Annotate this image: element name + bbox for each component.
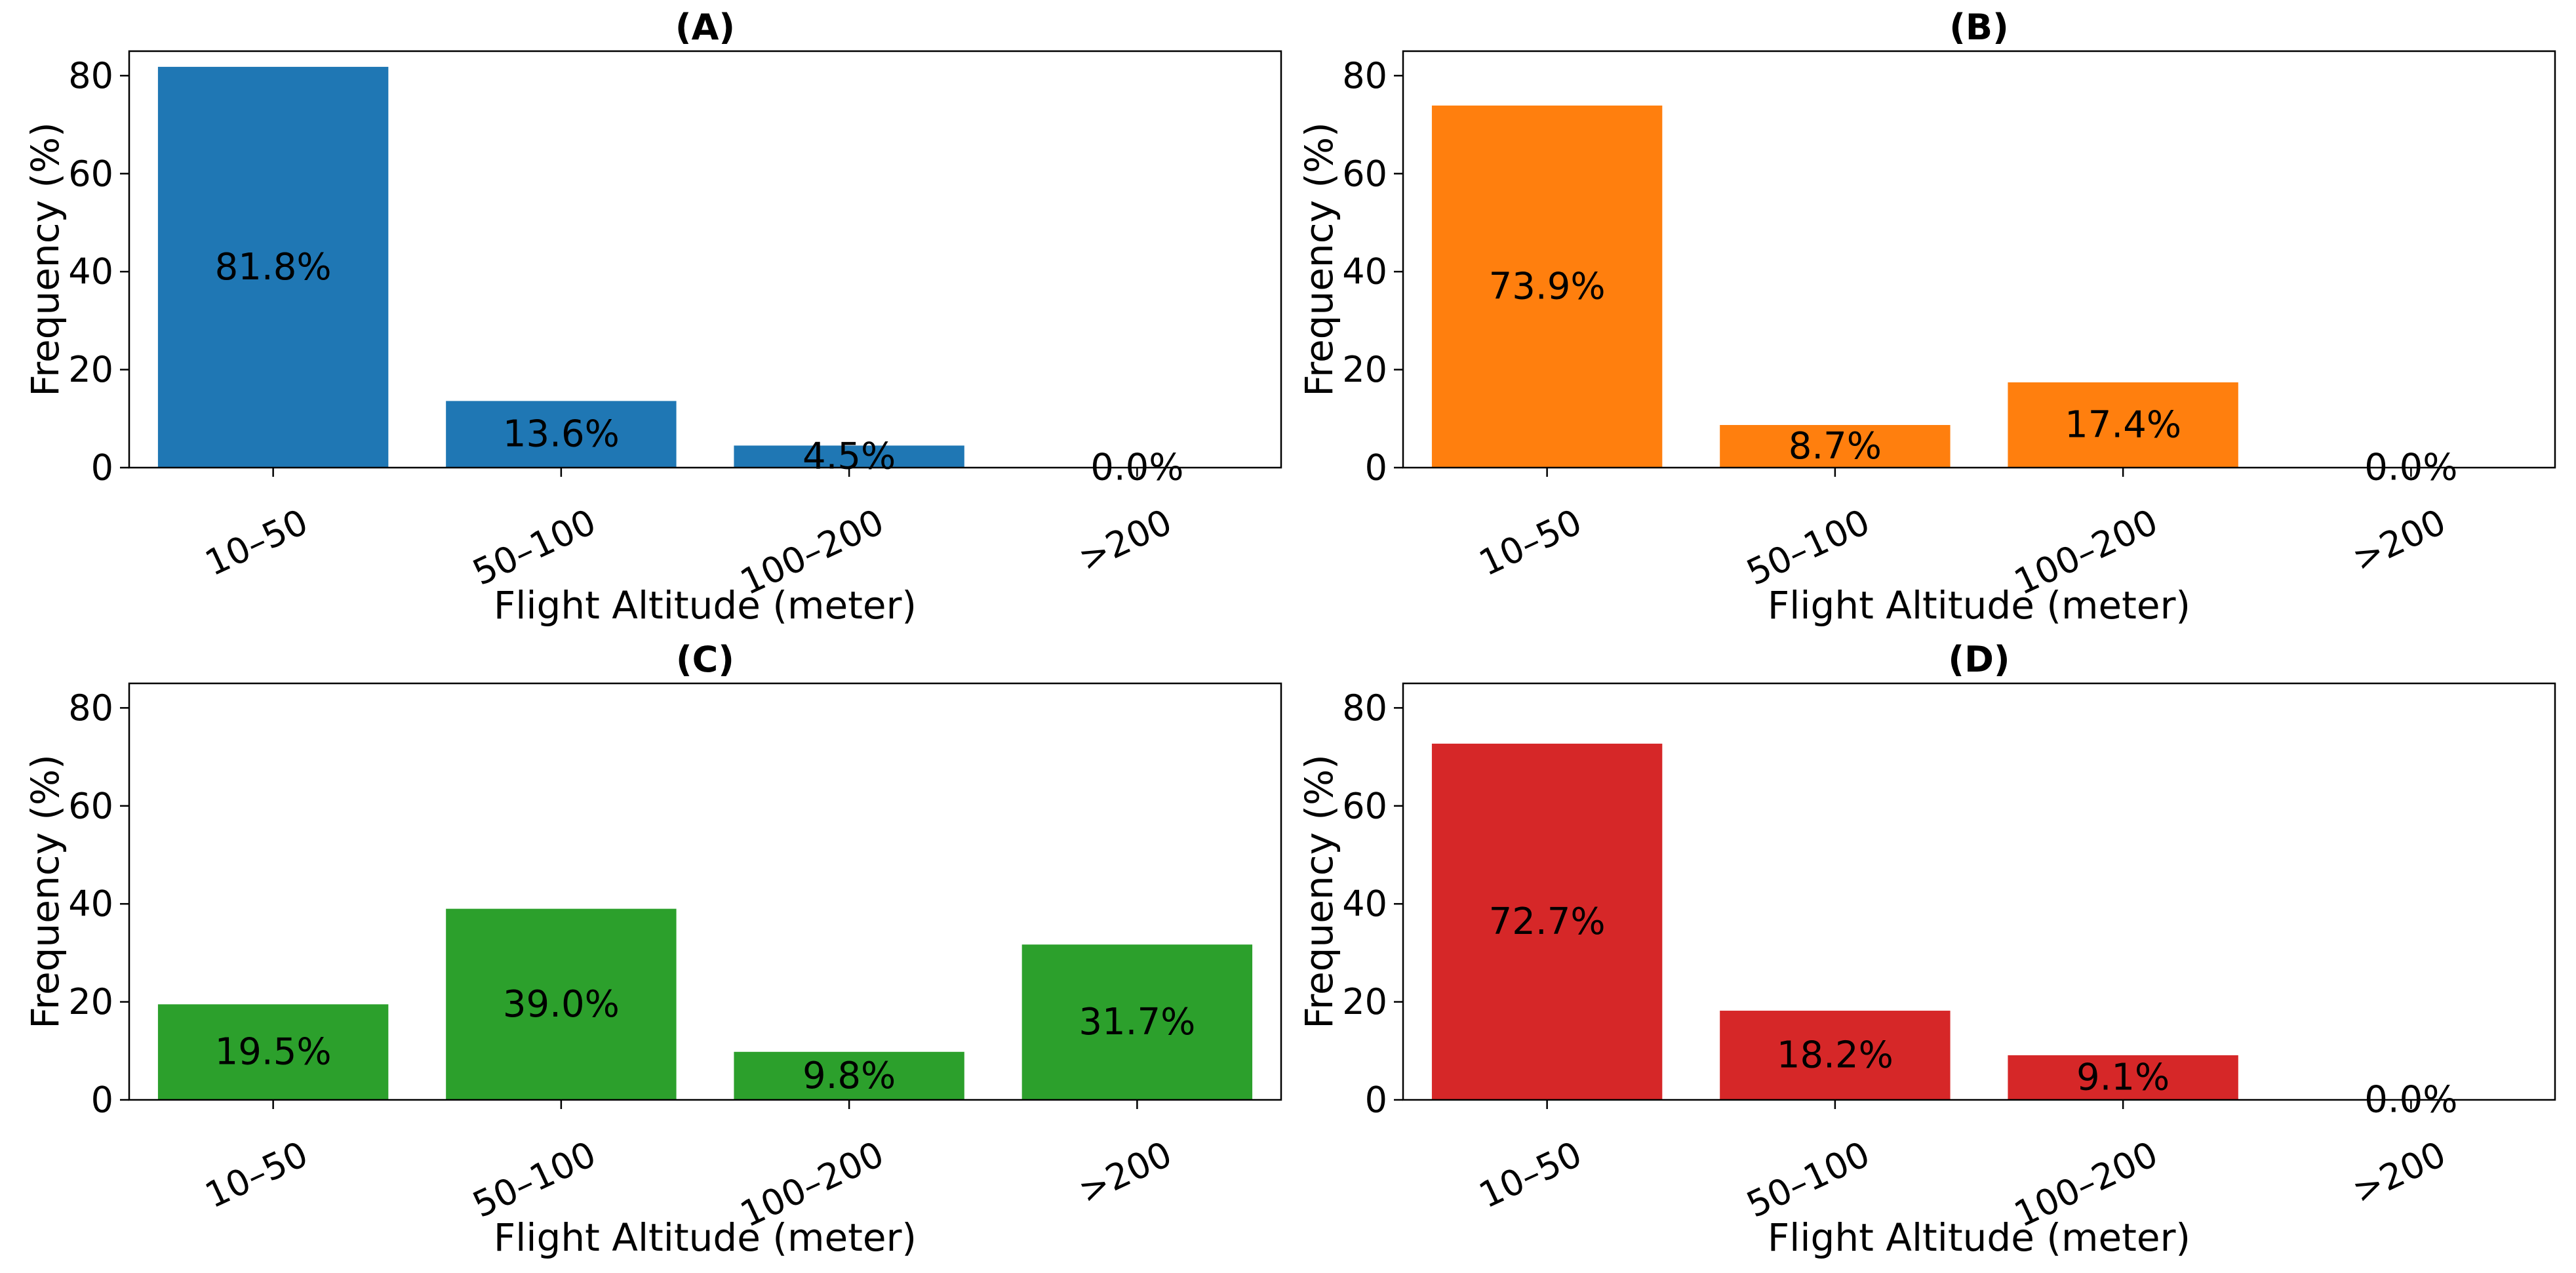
axes-frame-b <box>1402 50 2556 469</box>
data-label-a-2: 13.6% <box>503 413 620 456</box>
ytick-label-c-3: 60 <box>68 785 113 826</box>
data-label-b-1: 73.9% <box>1489 265 1606 308</box>
bar-d-2 <box>1720 1011 1951 1100</box>
axes-frame-d <box>1402 682 2556 1101</box>
ytick-label-c-2: 40 <box>68 883 113 925</box>
data-label-a-1: 81.8% <box>215 246 332 289</box>
data-label-c-4: 31.7% <box>1079 1001 1195 1043</box>
bar-b-1 <box>1431 105 1663 468</box>
data-label-c-3: 9.8% <box>803 1055 896 1097</box>
bar-d-3 <box>2008 1055 2238 1100</box>
x-axis-label-d: Flight Altitude (meter) <box>1768 1215 2190 1260</box>
bar-c-1 <box>157 1004 389 1100</box>
ytick-label-b-0: 0 <box>1365 447 1387 489</box>
ytick-label-a-1: 20 <box>68 349 113 390</box>
ytick-label-a-3: 60 <box>68 153 113 194</box>
data-label-d-4: 0.0% <box>2364 1079 2457 1121</box>
ytick-label-d-3: 60 <box>1342 785 1387 826</box>
axes-frame-a <box>128 50 1282 469</box>
panel-title-d: (D) <box>1948 639 2010 680</box>
ytick-label-b-2: 40 <box>1342 251 1387 293</box>
bar-b-3 <box>2008 382 2238 468</box>
data-label-d-1: 72.7% <box>1489 900 1606 943</box>
data-label-c-2: 39.0% <box>503 983 620 1026</box>
panel-title-b: (B) <box>1949 7 2009 48</box>
ytick-label-b-3: 60 <box>1342 153 1387 194</box>
data-label-b-3: 17.4% <box>2065 404 2181 447</box>
ytick-label-d-4: 80 <box>1342 687 1387 729</box>
ytick-label-a-2: 40 <box>68 251 113 293</box>
ytick-label-c-4: 80 <box>68 687 113 729</box>
ytick-label-d-0: 0 <box>1365 1080 1387 1121</box>
ytick-label-b-4: 80 <box>1342 55 1387 96</box>
y-axis-label-b: Frequency (%) <box>1297 122 1341 396</box>
data-label-b-4: 0.0% <box>2364 447 2457 489</box>
ytick-label-c-0: 0 <box>91 1080 113 1121</box>
y-axis-label-c: Frequency (%) <box>23 754 68 1028</box>
bar-a-3 <box>734 445 964 468</box>
x-axis-label-a: Flight Altitude (meter) <box>494 583 917 628</box>
data-label-a-4: 0.0% <box>1090 447 1183 489</box>
ytick-label-d-2: 40 <box>1342 883 1387 925</box>
bar-c-2 <box>446 908 677 1100</box>
data-label-b-2: 8.7% <box>1789 425 1882 468</box>
ytick-label-a-4: 80 <box>68 55 113 96</box>
bar-a-2 <box>446 401 677 468</box>
ytick-label-c-1: 20 <box>68 981 113 1022</box>
ytick-label-a-0: 0 <box>91 447 113 489</box>
panel-title-c: (C) <box>676 639 734 680</box>
bar-a-1 <box>157 66 389 468</box>
bar-d-1 <box>1431 743 1663 1100</box>
bar-b-2 <box>1720 425 1951 468</box>
bar-c-4 <box>1021 944 1253 1100</box>
data-label-d-2: 18.2% <box>1777 1034 1893 1077</box>
data-label-a-3: 4.5% <box>803 435 896 478</box>
axes-frame-c <box>128 682 1282 1101</box>
bar-c-3 <box>734 1051 964 1100</box>
data-label-c-1: 19.5% <box>215 1031 332 1074</box>
panel-title-a: (A) <box>675 7 735 48</box>
ytick-label-b-1: 20 <box>1342 349 1387 390</box>
y-axis-label-a: Frequency (%) <box>23 122 68 396</box>
data-label-d-3: 9.1% <box>2076 1057 2170 1099</box>
ytick-label-d-1: 20 <box>1342 981 1387 1022</box>
x-axis-label-b: Flight Altitude (meter) <box>1768 583 2190 628</box>
y-axis-label-d: Frequency (%) <box>1297 754 1341 1028</box>
x-axis-label-c: Flight Altitude (meter) <box>494 1215 917 1260</box>
